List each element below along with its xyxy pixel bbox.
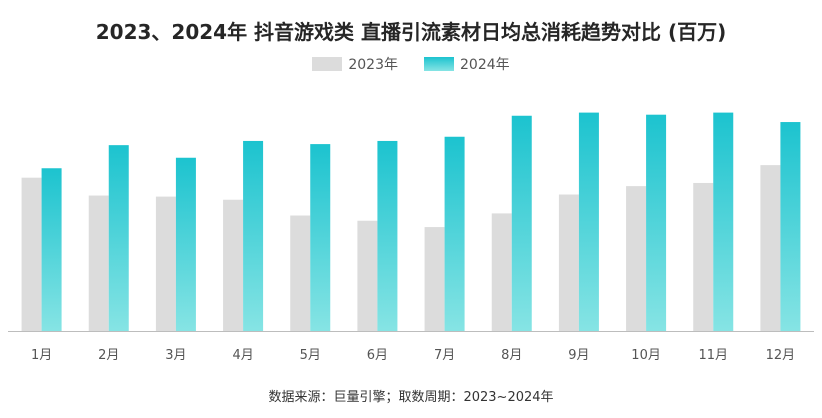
bar-2024-11 (713, 112, 734, 331)
bar-2024-8 (511, 115, 532, 331)
legend-label-2023: 2023年 (348, 57, 398, 73)
legend-item-2023: 2023年 (312, 54, 398, 74)
x-tick-label: 4月 (232, 348, 253, 363)
bar-2024-5 (310, 144, 331, 331)
bar-2023-4 (223, 199, 244, 331)
bar-2023-5 (290, 215, 311, 331)
x-tick-label: 10月 (631, 348, 661, 363)
bar-2023-3 (155, 196, 176, 331)
x-tick-label: 2月 (98, 348, 119, 363)
x-tick-label: 3月 (165, 348, 186, 363)
x-tick-label: 6月 (367, 348, 388, 363)
bar-2023-8 (491, 213, 512, 331)
bar-2024-6 (377, 140, 398, 331)
bar-2023-1 (21, 177, 42, 331)
x-tick-label: 9月 (568, 348, 589, 363)
bar-2023-11 (693, 182, 714, 331)
bar-2024-2 (108, 145, 129, 331)
x-tick-label: 5月 (300, 348, 321, 363)
bar-2024-1 (41, 168, 62, 331)
bar-2024-7 (444, 136, 465, 331)
bar-2023-9 (558, 194, 579, 331)
x-tick-label: 1月 (31, 348, 52, 363)
source-note: 数据来源：巨量引擎；取数周期：2023~2024年 (268, 390, 554, 405)
bar-2024-10 (646, 114, 667, 331)
legend-swatch-2024 (424, 57, 454, 71)
bar-2024-3 (175, 157, 196, 331)
bar-2023-7 (424, 227, 445, 331)
bar-2024-9 (578, 112, 599, 331)
legend-item-2024: 2024年 (424, 54, 510, 74)
x-tick-label: 8月 (501, 348, 522, 363)
bar-2023-10 (626, 186, 647, 331)
bar-2023-12 (760, 165, 781, 331)
x-tick-label: 11月 (698, 348, 728, 363)
bar-2024-4 (243, 140, 264, 331)
chart-title: 2023、2024年 抖音游戏类 直播引流素材日均总消耗趋势对比 (百万) (95, 20, 727, 44)
bar-2023-2 (88, 195, 109, 331)
bar-2023-6 (357, 220, 378, 331)
x-tick-label: 12月 (766, 348, 796, 363)
legend-swatch-2023 (312, 57, 343, 71)
bar-2024-12 (780, 122, 801, 331)
legend-label-2024: 2024年 (460, 57, 510, 73)
legend: 2023年 2024年 (0, 54, 822, 74)
x-tick-label: 7月 (434, 348, 455, 363)
